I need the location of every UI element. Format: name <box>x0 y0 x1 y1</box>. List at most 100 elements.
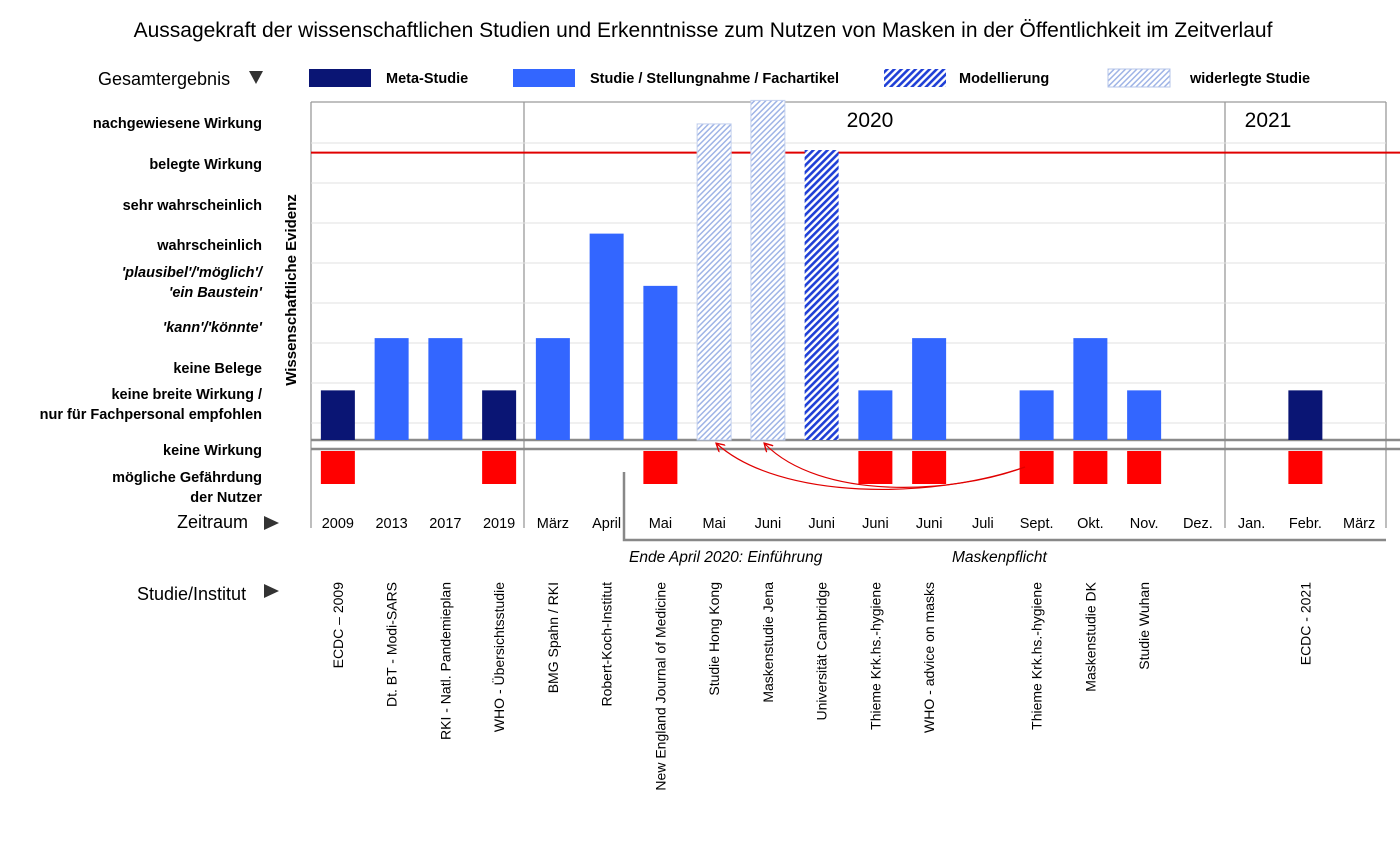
period-tick-label: Juni <box>808 516 835 532</box>
study-label: Studie Hong Kong <box>706 582 722 696</box>
study-labels: ECDC – 2009 Dt. BT - Modi-SARS RKI - Natl.… <box>330 581 1314 790</box>
bar-universität-cambridge <box>804 150 839 440</box>
period-tick-label: März <box>537 516 569 532</box>
level-label: nachgewiesene Wirkung <box>93 116 262 132</box>
bar-ecdc-2009 <box>320 390 355 440</box>
study-label: New England Journal of Medicine <box>652 582 668 791</box>
mask-note-right: Maskenpflicht <box>952 549 1047 566</box>
study-label: Universität Cambridge <box>814 582 830 721</box>
level-label: belegte Wirkung <box>149 157 262 173</box>
bar-rki-natl-pandemieplan <box>428 338 463 440</box>
period-tick-label: Nov. <box>1130 516 1159 532</box>
level-label-line2: der Nutzer <box>190 490 262 506</box>
bar-thieme-krk-hs-hygiene <box>858 390 893 440</box>
period-tick-label: Juni <box>862 516 889 532</box>
legend-swatch-refuted <box>1107 68 1171 88</box>
period-tick-label: 2017 <box>429 516 461 532</box>
study-label: BMG Spahn / RKI <box>545 582 561 693</box>
mask-mandate-bracket <box>622 472 1386 542</box>
bar-maskenstudie-dk <box>1073 338 1108 440</box>
study-label: ECDC - 2021 <box>1297 582 1313 665</box>
period-tick-label: Jan. <box>1238 516 1265 532</box>
bar-ecdc-2021 <box>1288 390 1323 440</box>
period-tick-label: Juli <box>972 516 994 532</box>
period-row-label: Zeitraum <box>177 512 248 532</box>
study-label: Dt. BT - Modi-SARS <box>384 582 400 707</box>
refutation-arrows <box>717 444 1026 491</box>
period-tick-label: Febr. <box>1289 516 1322 532</box>
harm-markers <box>320 451 1323 484</box>
period-tick-label: Juni <box>916 516 943 532</box>
period-tick-label: 2019 <box>483 516 515 532</box>
bar-maskenstudie-jena <box>750 99 786 441</box>
gridlines <box>311 142 1400 451</box>
legend-label-model: Modellierung <box>959 71 1049 87</box>
level-label: wahrscheinlich <box>156 238 262 254</box>
legend-swatch-study <box>513 69 575 87</box>
period-arrow-icon <box>264 516 279 530</box>
harm-marker <box>643 451 678 484</box>
level-label: mögliche Gefährdung <box>112 470 262 486</box>
level-label: 'kann'/'könnte' <box>163 320 263 336</box>
year-label-2021: 2021 <box>1245 109 1292 132</box>
bar-studie-wuhan <box>1127 390 1162 440</box>
bars <box>320 99 1323 441</box>
bar-robert-koch-institut <box>589 233 624 440</box>
bar-dt-bt-modi-sars <box>374 338 409 440</box>
period-tick-label: Okt. <box>1077 516 1104 532</box>
legend-label-meta: Meta-Studie <box>386 71 468 87</box>
study-label: Maskenstudie Jena <box>760 582 776 703</box>
level-label: sehr wahrscheinlich <box>123 198 262 214</box>
plot-frame <box>310 101 1387 528</box>
study-row-label: Studie/Institut <box>137 584 246 604</box>
overall-arrow-icon <box>249 71 263 84</box>
harm-marker <box>1288 451 1323 484</box>
mask-mandate-note: Ende April 2020: Einführung Maskenpflich… <box>622 472 1386 566</box>
period-tick-label: 2013 <box>375 516 407 532</box>
chart-title: Aussagekraft der wissenschaftlichen Stud… <box>134 19 1273 42</box>
period-ticks: 2009 2013 2017 2019 März April Mai Mai Juni Juni J… <box>322 516 1376 532</box>
period-tick-label: Dez. <box>1183 516 1213 532</box>
harm-marker <box>858 451 893 484</box>
refute-arrow-jena <box>765 444 1026 488</box>
study-label: WHO - advice on masks <box>921 582 937 733</box>
level-label-line2: 'ein Baustein' <box>169 285 263 301</box>
level-label: keine breite Wirkung / <box>111 387 262 403</box>
harm-marker <box>912 451 947 484</box>
period-tick-label: Sept. <box>1020 516 1054 532</box>
study-label: Studie Wuhan <box>1136 582 1152 670</box>
bar-bmg-spahn-rki <box>535 338 570 440</box>
legend-label-refuted: widerlegte Studie <box>1189 71 1310 87</box>
level-label: keine Belege <box>173 361 262 377</box>
harm-marker <box>1127 451 1162 484</box>
level-label: keine Wirkung <box>163 443 262 459</box>
period-tick-label: Juni <box>755 516 782 532</box>
bar-studie-hong-kong <box>696 123 732 441</box>
harm-marker <box>1073 451 1108 484</box>
year-label-2020: 2020 <box>847 109 894 132</box>
harm-marker <box>482 451 517 484</box>
level-label-line2: nur für Fachpersonal empfohlen <box>40 407 262 423</box>
study-label: Robert-Koch-Institut <box>599 582 615 707</box>
period-tick-label: Mai <box>702 516 725 532</box>
overall-row-label: Gesamtergebnis <box>98 69 230 89</box>
study-label: Maskenstudie DK <box>1082 581 1098 691</box>
harm-marker <box>320 451 355 484</box>
bar-who-übersichtsstudie <box>482 390 517 440</box>
legend-swatch-model <box>884 69 946 87</box>
period-tick-label: März <box>1343 516 1375 532</box>
level-labels: nachgewiesene Wirkung belegte Wirkung sehr… <box>40 116 264 506</box>
harm-marker <box>1019 451 1054 484</box>
period-tick-label: Mai <box>649 516 672 532</box>
bar-new-england-journal-of-medicine <box>643 285 678 440</box>
period-tick-label: 2009 <box>322 516 354 532</box>
legend: Meta-Studie Studie / Stellungnahme / Fach… <box>309 68 1310 88</box>
legend-swatch-meta <box>309 69 371 87</box>
study-arrow-icon <box>264 584 279 598</box>
level-label: 'plausibel'/'möglich'/ <box>122 265 264 281</box>
study-label: Thieme Krk.hs.-hygiene <box>867 582 883 730</box>
study-label: Thieme Krk.hs.-hygiene <box>1029 582 1045 730</box>
study-label: WHO - Übersichtsstudie <box>490 582 507 732</box>
mask-note-left: Ende April 2020: Einführung <box>629 549 823 566</box>
